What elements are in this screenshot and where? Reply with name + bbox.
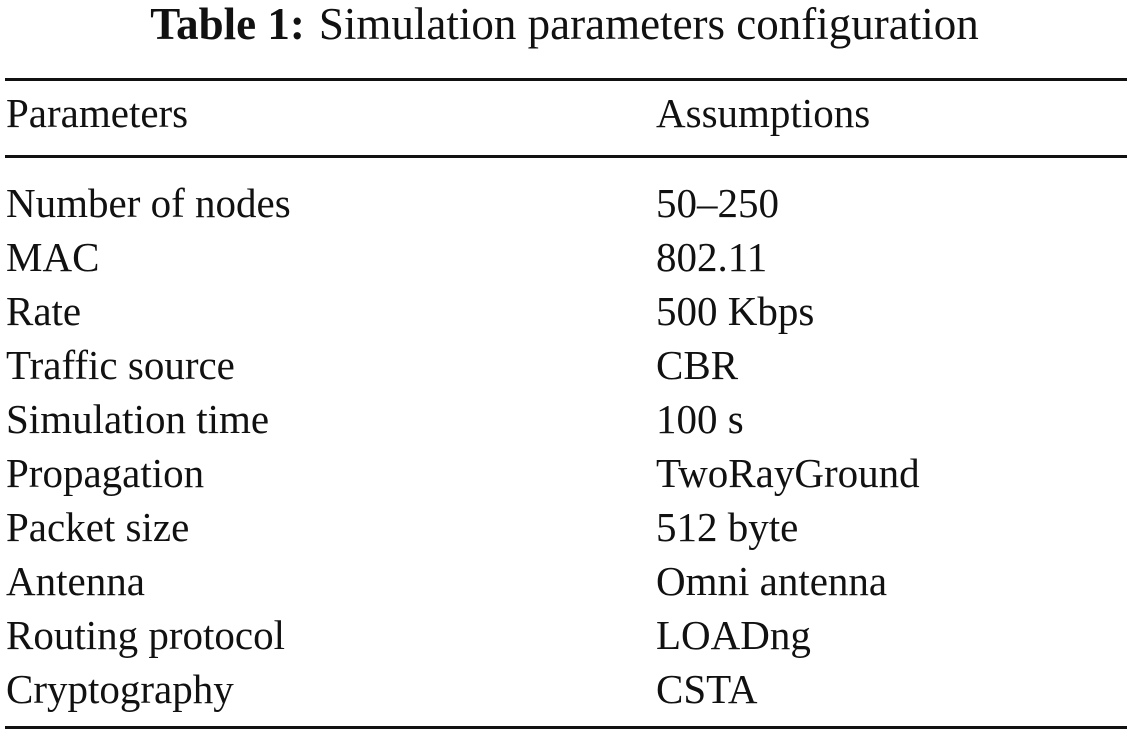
- assumption-cell: 50–250: [656, 180, 779, 226]
- table-caption-label: Table 1:: [150, 0, 305, 49]
- table-header-row: Parameters Assumptions: [0, 86, 1129, 140]
- assumption-cell: Omni antenna: [656, 558, 888, 604]
- table-top-rule: [5, 78, 1127, 81]
- parameter-cell: Routing protocol: [6, 612, 286, 658]
- assumption-cell: TwoRayGround: [656, 450, 920, 496]
- column-header-parameters: Parameters: [6, 90, 189, 136]
- table-row: Packet size 512 byte: [0, 500, 1129, 554]
- parameter-cell: Cryptography: [6, 666, 234, 712]
- table-bottom-rule: [5, 726, 1127, 729]
- table-header-rule: [5, 155, 1127, 158]
- parameter-cell: Rate: [6, 288, 82, 334]
- parameter-cell: Propagation: [6, 450, 205, 496]
- table-row: Rate 500 Kbps: [0, 284, 1129, 338]
- parameter-cell: Packet size: [6, 504, 190, 550]
- assumption-cell: 100 s: [656, 396, 744, 442]
- table-body: Number of nodes 50–250 MAC 802.11 Rate 5…: [0, 176, 1129, 716]
- table-row: Simulation time 100 s: [0, 392, 1129, 446]
- parameter-cell: Simulation time: [6, 396, 270, 442]
- table-row: Traffic source CBR: [0, 338, 1129, 392]
- assumption-cell: 512 byte: [656, 504, 799, 550]
- table-row: Number of nodes 50–250: [0, 176, 1129, 230]
- table-row: Antenna Omni antenna: [0, 554, 1129, 608]
- column-header-assumptions: Assumptions: [656, 90, 871, 136]
- assumption-cell: 802.11: [656, 234, 768, 280]
- parameter-cell: Antenna: [6, 558, 145, 604]
- table-caption: Table 1: Simulation parameters configurat…: [0, 0, 1129, 48]
- table-row: Cryptography CSTA: [0, 662, 1129, 716]
- table-caption-title: Simulation parameters configuration: [318, 0, 979, 49]
- table-row: Routing protocol LOADng: [0, 608, 1129, 662]
- assumption-cell: CSTA: [656, 666, 758, 712]
- table-row: Propagation TwoRayGround: [0, 446, 1129, 500]
- assumption-cell: CBR: [656, 342, 739, 388]
- parameter-cell: MAC: [6, 234, 100, 280]
- parameter-cell: Number of nodes: [6, 180, 291, 226]
- parameter-cell: Traffic source: [6, 342, 235, 388]
- assumption-cell: 500 Kbps: [656, 288, 815, 334]
- assumption-cell: LOADng: [656, 612, 811, 658]
- table-row: MAC 802.11: [0, 230, 1129, 284]
